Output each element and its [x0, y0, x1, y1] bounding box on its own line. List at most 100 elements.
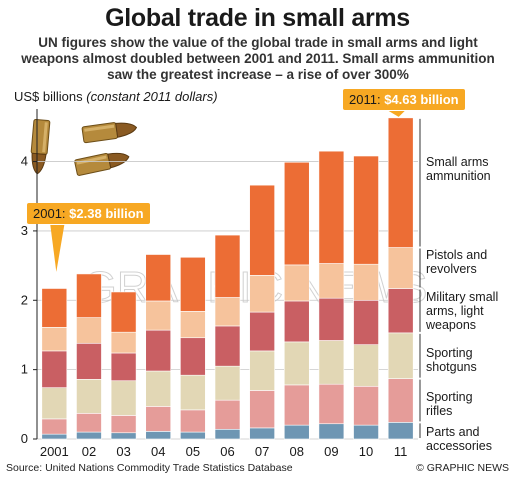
bar-05-pistols — [180, 311, 206, 339]
bar-02-shotguns — [76, 379, 102, 414]
bar-11-shotguns — [387, 332, 414, 379]
legend-shotguns: Sporting shotguns — [426, 346, 477, 374]
bullet-bottom — [74, 152, 130, 176]
bar-06-pistols — [214, 297, 241, 327]
bar-05-ammunition — [180, 256, 206, 312]
x-tick-label-10: 10 — [359, 444, 373, 459]
x-tick-label-05: 05 — [186, 444, 200, 459]
legend-military: Military small arms, light weapons — [426, 290, 499, 332]
credit-note: © GRAPHIC NEWS — [416, 462, 509, 474]
x-tick-label-09: 09 — [324, 444, 338, 459]
bar-07-military — [249, 311, 275, 352]
bar-06-ammunition — [214, 234, 241, 298]
bar-11-military — [387, 288, 414, 334]
bar-08-pistols — [283, 264, 310, 302]
bar-08-military — [283, 300, 310, 343]
bar-03-military — [110, 352, 137, 382]
bar-05-parts — [180, 431, 206, 440]
bar-04-shotguns — [145, 370, 172, 407]
bullet-bottom-shine — [76, 155, 107, 165]
bar-05-rifles — [180, 409, 206, 433]
callout-2001-pointer — [50, 225, 65, 272]
bar-03-rifles — [110, 415, 137, 434]
bar-03-shotguns — [110, 380, 137, 416]
bar-11-ammunition — [387, 117, 414, 248]
bar-2001-military — [41, 350, 68, 388]
y-axis: 0 1 2 3 4 — [21, 109, 38, 446]
bar-07-parts — [249, 427, 275, 440]
bar-2001-parts — [41, 433, 68, 440]
bar-07-shotguns — [249, 350, 275, 391]
legend-rifles: Sporting rifles — [426, 390, 473, 418]
y-tick-label-0: 0 — [21, 431, 28, 446]
callout-2001: 2001: $2.38 billion — [27, 203, 150, 224]
bar-02-rifles — [76, 413, 102, 433]
bullets-icon — [30, 118, 138, 176]
bar-02-pistols — [76, 317, 102, 344]
x-tick-label-08: 08 — [290, 444, 304, 459]
y-tick-label-3: 3 — [21, 223, 28, 238]
bar-09-parts — [318, 423, 345, 440]
bar-11-parts — [387, 422, 414, 440]
unit-currency: US$ billions — [14, 89, 83, 104]
chart-title: Global trade in small arms — [105, 4, 410, 32]
bar-10-pistols — [353, 263, 379, 301]
bar-06-military — [214, 325, 241, 367]
legend-pistols: Pistols and revolvers — [426, 248, 488, 276]
bar-05-shotguns — [180, 374, 206, 411]
bar-2001-ammunition — [41, 288, 68, 328]
bar-2001-shotguns — [41, 387, 68, 420]
x-tick-label-06: 06 — [220, 444, 234, 459]
bullet-top — [81, 122, 138, 144]
bar-02-parts — [76, 431, 102, 440]
bullet-upright-tip — [31, 152, 47, 175]
bar-09-ammunition — [318, 150, 345, 264]
bar-08-ammunition — [283, 161, 310, 266]
bar-02-military — [76, 342, 102, 380]
bullet-upright — [30, 118, 51, 175]
bullet-upright-shine — [42, 122, 48, 153]
bar-09-rifles — [318, 383, 345, 425]
x-tick-label-02: 02 — [82, 444, 96, 459]
bar-11-pistols — [387, 247, 414, 289]
x-axis: 2001 02 03 04 05 06 07 08 09 10 11 — [40, 444, 408, 459]
bar-06-rifles — [214, 399, 241, 430]
bar-04-military — [145, 329, 172, 372]
unit-note: (constant 2011 dollars) — [86, 89, 218, 104]
bullet-bottom-tip — [107, 152, 130, 169]
callout-2001-value: $2.38 billion — [69, 206, 144, 221]
bullet-top-tip — [115, 122, 138, 138]
bar-08-parts — [283, 424, 310, 440]
bar-09-pistols — [318, 263, 345, 299]
chart-subtitle: UN figures show the value of the global … — [21, 35, 495, 82]
x-tick-label-2001: 2001 — [40, 444, 69, 459]
legend-parts: Parts and accessories — [426, 425, 492, 453]
x-tick-label-04: 04 — [151, 444, 165, 459]
bar-2001-rifles — [41, 418, 68, 435]
bar-09-military — [318, 297, 345, 341]
bar-10-rifles — [353, 385, 379, 426]
x-tick-label-11: 11 — [394, 444, 408, 459]
bar-03-ammunition — [110, 291, 137, 333]
y-tick-label-1: 1 — [21, 362, 28, 377]
bar-03-parts — [110, 432, 137, 440]
bar-07-pistols — [249, 275, 275, 313]
y-tick-label-4: 4 — [21, 154, 28, 169]
bar-07-rifles — [249, 390, 275, 429]
y-tick-label-2: 2 — [21, 292, 28, 307]
bullet-top-shine — [84, 124, 115, 132]
bar-04-parts — [145, 431, 172, 440]
bar-04-ammunition — [145, 254, 172, 302]
bar-08-rifles — [283, 384, 310, 426]
bars-layer — [41, 117, 414, 440]
bar-10-ammunition — [353, 155, 379, 265]
bar-02-ammunition — [76, 273, 102, 318]
callout-pointers — [50, 111, 405, 272]
bar-03-pistols — [110, 331, 137, 354]
bar-10-shotguns — [353, 344, 379, 387]
x-tick-label-03: 03 — [116, 444, 130, 459]
bar-04-rifles — [145, 406, 172, 432]
bar-05-military — [180, 337, 206, 376]
bar-06-parts — [214, 428, 241, 440]
